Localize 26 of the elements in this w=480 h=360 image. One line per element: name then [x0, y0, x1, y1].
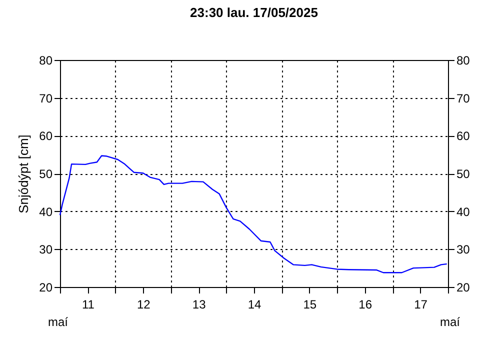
y2-tick-label: 40: [456, 204, 470, 219]
text: maí: [440, 315, 461, 329]
y2-tick-label: 50: [456, 167, 470, 181]
text: maí: [48, 315, 69, 329]
chart-title: 23:30 lau. 17/05/2025: [190, 5, 318, 20]
x-tick-label: 13: [192, 298, 206, 312]
y-tick-label: 80: [39, 54, 53, 68]
y-tick-label: 40: [39, 204, 53, 219]
y-tick-label: 30: [39, 242, 53, 257]
y2-tick-label: 60: [456, 129, 470, 144]
x-tick-label: 17: [414, 298, 428, 312]
y2-tick-label: 80: [456, 54, 470, 68]
x-tick-label: 12: [136, 298, 151, 312]
y-tick-label: 50: [39, 167, 53, 181]
y-tick-label: 60: [39, 129, 53, 144]
y2-tick-label: 30: [456, 242, 470, 257]
x-tick-label: 16: [358, 298, 372, 312]
x-tick-label: 14: [248, 298, 262, 312]
y-tick-label: 70: [39, 91, 53, 106]
y-tick-label: 20: [39, 280, 53, 294]
x-tick-label: 11: [82, 298, 95, 312]
x-tick-label: 15: [303, 298, 317, 312]
y2-tick-label: 20: [456, 280, 470, 294]
y2-tick-label: 70: [456, 91, 470, 106]
line-series: [59, 155, 448, 274]
y-axis-title: Snjódýpt [cm]: [16, 134, 32, 214]
